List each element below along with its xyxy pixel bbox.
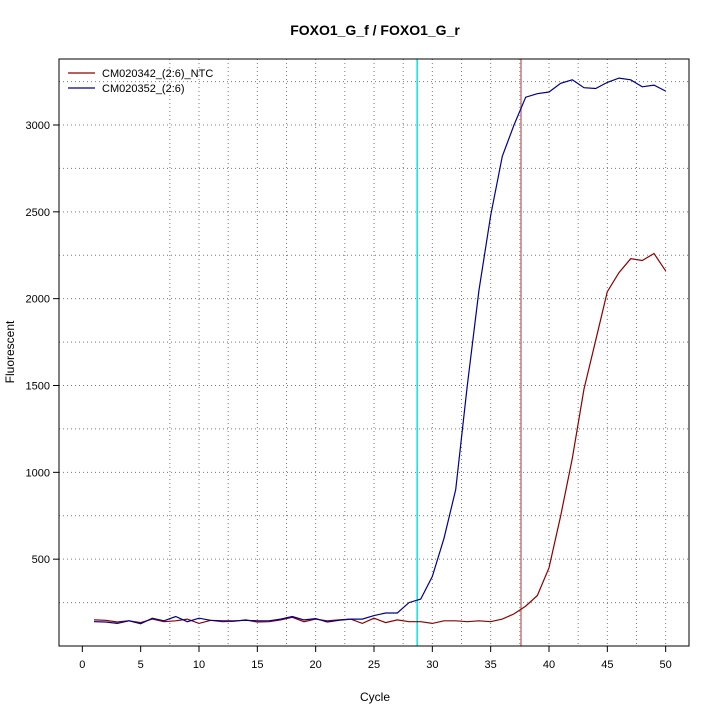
x-tick-label: 10 — [193, 659, 205, 671]
x-axis-label: Cycle — [360, 690, 390, 704]
x-tick-label: 45 — [601, 659, 613, 671]
y-tick-label: 2000 — [26, 294, 50, 306]
y-tick-label: 1500 — [26, 380, 50, 392]
x-tick-label: 20 — [310, 659, 322, 671]
series-line-2 — [93, 77, 666, 625]
x-tick-label: 15 — [251, 659, 263, 671]
x-tick-label: 50 — [660, 659, 672, 671]
x-tick-label: 30 — [426, 659, 438, 671]
x-tick-label: 35 — [485, 659, 497, 671]
y-tick-label: 500 — [32, 554, 50, 566]
legend-label-2: CM020352_(2:6) — [102, 83, 185, 95]
x-tick-label: 25 — [368, 659, 380, 671]
threshold-lines — [416, 59, 522, 646]
legend-label-1: CM020342_(2:6)_NTC — [102, 68, 213, 80]
y-tick-label: 1000 — [26, 467, 50, 479]
y-axis-label: Fluorescent — [3, 320, 17, 383]
series-lines — [93, 77, 667, 625]
chart-title: FOXO1_G_f / FOXO1_G_r — [290, 22, 460, 38]
axes: 0 5 10 15 20 25 30 35 40 45 50 500 1000 1500 2000 2500 3… — [26, 120, 672, 671]
plot-frame — [58, 58, 690, 647]
grid — [59, 59, 689, 646]
y-tick-label: 3000 — [26, 120, 50, 132]
y-tick-label: 2500 — [26, 207, 50, 219]
legend: CM020342_(2:6)_NTC CM020352_(2:6) — [68, 68, 213, 95]
x-tick-label: 40 — [543, 659, 555, 671]
x-tick-label: 5 — [138, 659, 144, 671]
series-line-1 — [93, 252, 667, 625]
x-tick-label: 0 — [79, 659, 85, 671]
